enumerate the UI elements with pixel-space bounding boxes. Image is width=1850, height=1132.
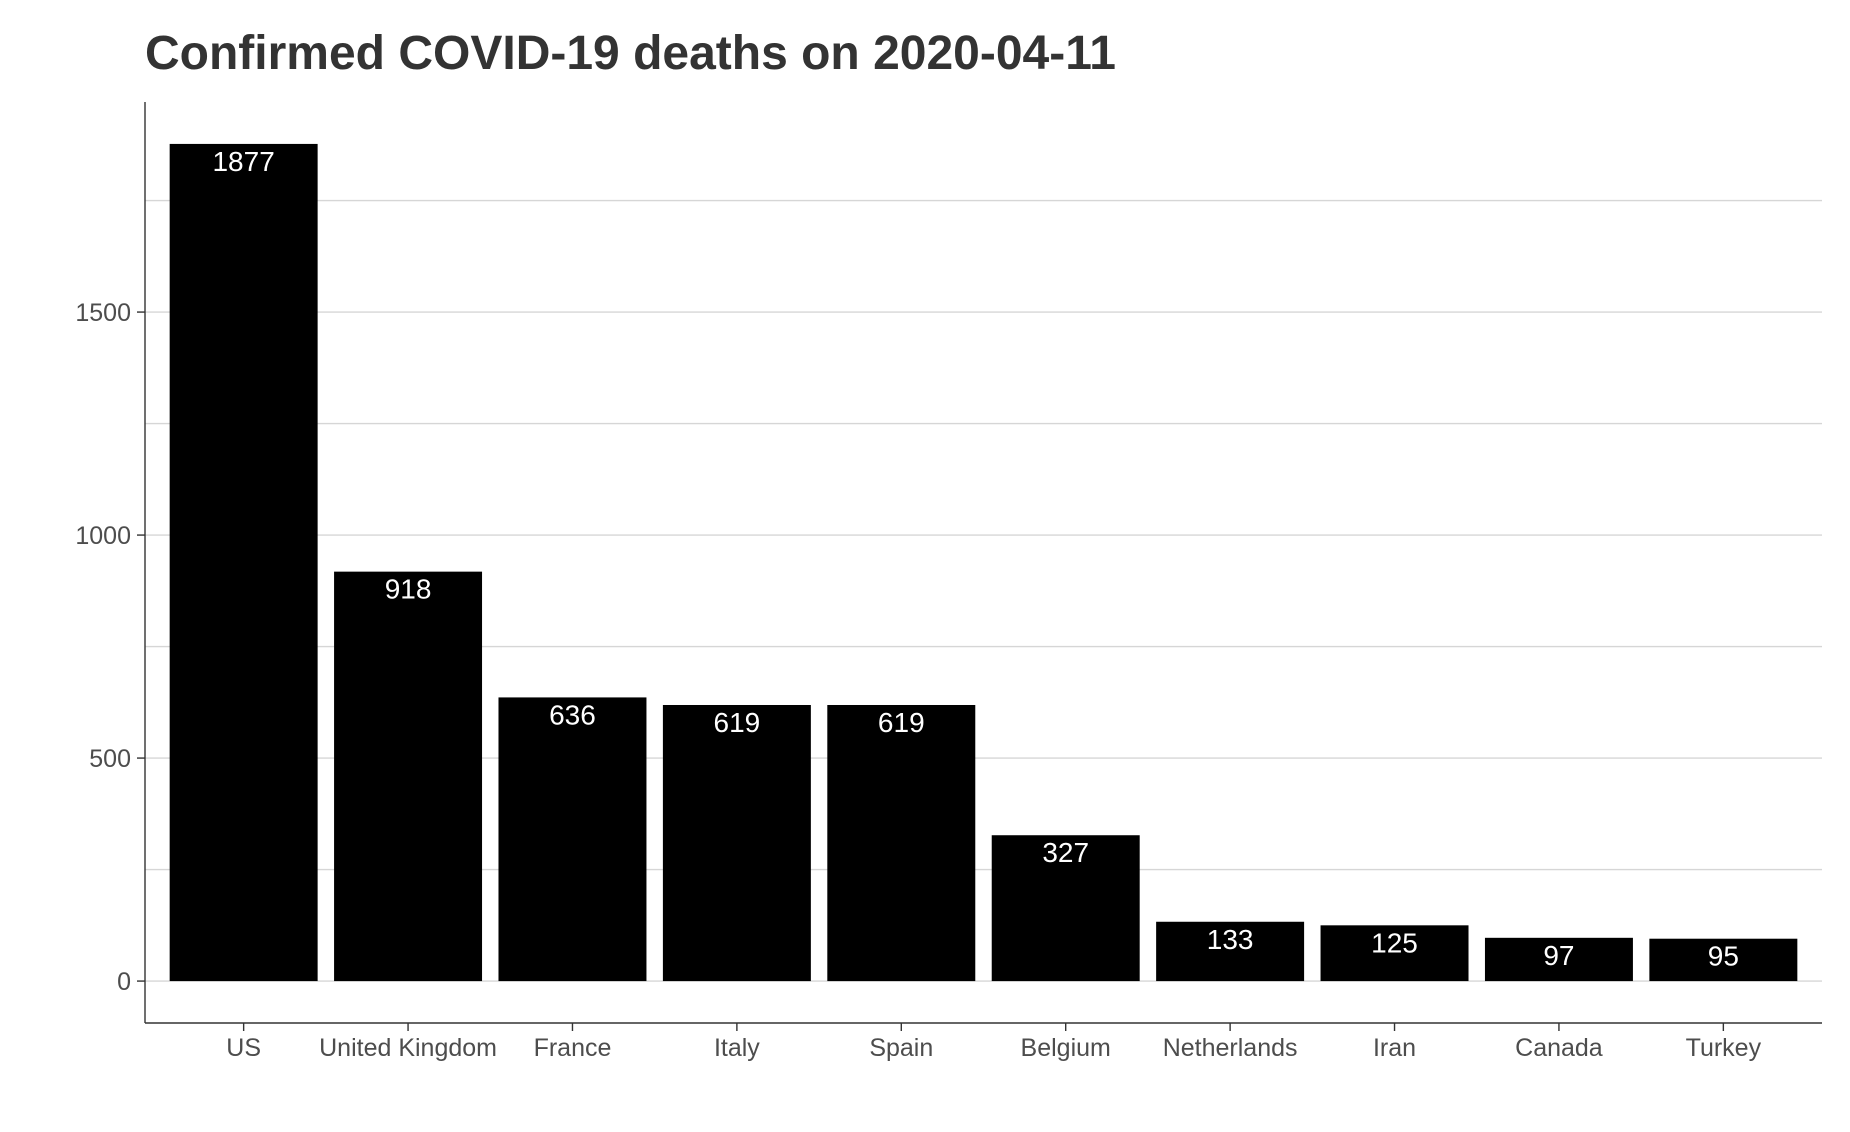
y-tick-label: 500 [89, 745, 131, 773]
data-label: 327 [1042, 837, 1089, 868]
bar-turkey [1649, 938, 1798, 982]
data-label: 918 [385, 574, 432, 605]
bar-netherlands [1156, 921, 1305, 982]
x-tick-label: Belgium [1021, 1034, 1111, 1062]
x-tick-label: Turkey [1686, 1034, 1762, 1062]
bar-france [498, 697, 647, 982]
x-tick-label: Spain [869, 1034, 933, 1062]
x-tick-label: France [534, 1034, 612, 1062]
chart-title: Confirmed COVID-19 deaths on 2020-04-11 [145, 27, 1116, 80]
data-label: 95 [1708, 941, 1739, 972]
data-label: 636 [549, 699, 596, 730]
data-label: 125 [1371, 927, 1418, 958]
bar-iran [1320, 925, 1469, 982]
bar-italy [662, 704, 811, 982]
y-tick-label: 1000 [75, 522, 131, 550]
bar-united-kingdom [334, 571, 483, 982]
x-tick-label: US [226, 1034, 261, 1062]
data-label: 619 [714, 707, 761, 738]
data-label: 1877 [212, 146, 274, 177]
y-tick-label: 1500 [75, 299, 131, 327]
bar-belgium [991, 835, 1140, 982]
x-tick-label: Iran [1373, 1034, 1416, 1062]
x-tick-label: United Kingdom [319, 1034, 497, 1062]
bar-us [169, 143, 318, 982]
axes: 0 500 1000 1500 US United Kingdom France Italy S… [75, 102, 1822, 1062]
data-label: 97 [1543, 940, 1574, 971]
x-tick-label: Italy [714, 1034, 760, 1062]
data-label: 133 [1207, 924, 1254, 955]
bars [169, 143, 1798, 982]
bar-spain [827, 704, 976, 982]
data-labels: 1877 918 636 619 619 327 133 125 97 95 [212, 146, 1738, 972]
data-label: 619 [878, 707, 925, 738]
x-tick-label: Netherlands [1163, 1034, 1298, 1062]
x-tick-label: Canada [1515, 1034, 1603, 1062]
bar-canada [1484, 937, 1633, 982]
y-tick-label: 0 [117, 968, 131, 996]
